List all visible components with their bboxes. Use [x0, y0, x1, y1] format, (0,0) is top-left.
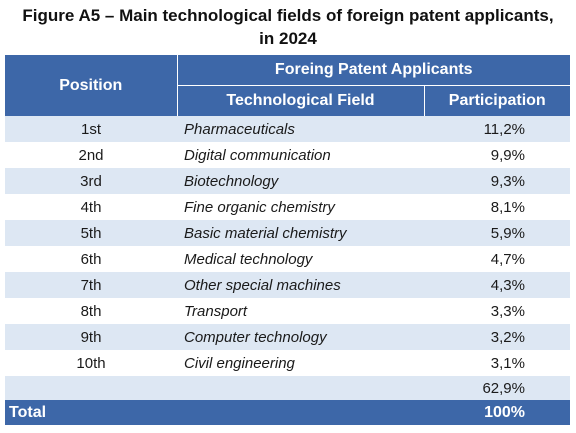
- cell-position: 4th: [5, 194, 177, 220]
- cell-participation: 4,3%: [424, 272, 570, 298]
- table-row: 9th Computer technology 3,2%: [5, 324, 570, 350]
- subtotal-empty-cell: [177, 376, 424, 400]
- cell-field: Biotechnology: [177, 168, 424, 194]
- subtotal-empty-cell: [5, 376, 177, 400]
- cell-field: Medical technology: [177, 246, 424, 272]
- table-row: 1st Pharmaceuticals 11,2%: [5, 116, 570, 142]
- table-row: 3rd Biotechnology 9,3%: [5, 168, 570, 194]
- header-participation: Participation: [423, 85, 570, 116]
- cell-participation: 5,9%: [424, 220, 570, 246]
- patent-fields-table: Position Foreing Patent Applicants Techn…: [5, 55, 570, 425]
- cell-position: 10th: [5, 350, 177, 376]
- cell-position: 8th: [5, 298, 177, 324]
- cell-participation: 3,1%: [424, 350, 570, 376]
- subtotal-value: 62,9%: [424, 376, 570, 400]
- table-row: 2nd Digital communication 9,9%: [5, 142, 570, 168]
- header-technological-field: Technological Field: [176, 85, 424, 116]
- total-row: Total 100%: [5, 400, 570, 425]
- figure-title-line1: Figure A5 – Main technological fields of…: [22, 6, 554, 25]
- cell-participation: 4,7%: [424, 246, 570, 272]
- table-row: 4th Fine organic chemistry 8,1%: [5, 194, 570, 220]
- total-label: Total: [5, 400, 177, 425]
- table-row: 8th Transport 3,3%: [5, 298, 570, 324]
- figure-title-line2: in 2024: [259, 29, 317, 48]
- cell-participation: 11,2%: [424, 116, 570, 142]
- cell-position: 7th: [5, 272, 177, 298]
- table-row: 6th Medical technology 4,7%: [5, 246, 570, 272]
- table-row: 7th Other special machines 4,3%: [5, 272, 570, 298]
- cell-position: 2nd: [5, 142, 177, 168]
- table-row: 10th Civil engineering 3,1%: [5, 350, 570, 376]
- cell-participation: 9,3%: [424, 168, 570, 194]
- cell-participation: 3,2%: [424, 324, 570, 350]
- cell-position: 6th: [5, 246, 177, 272]
- cell-position: 5th: [5, 220, 177, 246]
- header-position: Position: [5, 55, 177, 116]
- cell-participation: 9,9%: [424, 142, 570, 168]
- figure-title: Figure A5 – Main technological fields of…: [0, 4, 576, 50]
- cell-field: Computer technology: [177, 324, 424, 350]
- cell-field: Transport: [177, 298, 424, 324]
- cell-field: Basic material chemistry: [177, 220, 424, 246]
- cell-participation: 3,3%: [424, 298, 570, 324]
- cell-field: Digital communication: [177, 142, 424, 168]
- subtotal-row: 62,9%: [5, 376, 570, 400]
- cell-position: 3rd: [5, 168, 177, 194]
- total-empty-cell: [177, 400, 424, 425]
- cell-participation: 8,1%: [424, 194, 570, 220]
- table-body: 1st Pharmaceuticals 11,2% 2nd Digital co…: [5, 116, 570, 425]
- cell-position: 1st: [5, 116, 177, 142]
- cell-field: Civil engineering: [177, 350, 424, 376]
- total-value: 100%: [424, 400, 570, 425]
- table-row: 5th Basic material chemistry 5,9%: [5, 220, 570, 246]
- cell-position: 9th: [5, 324, 177, 350]
- cell-field: Pharmaceuticals: [177, 116, 424, 142]
- cell-field: Fine organic chemistry: [177, 194, 424, 220]
- cell-field: Other special machines: [177, 272, 424, 298]
- header-foreign-applicants: Foreing Patent Applicants: [176, 55, 570, 86]
